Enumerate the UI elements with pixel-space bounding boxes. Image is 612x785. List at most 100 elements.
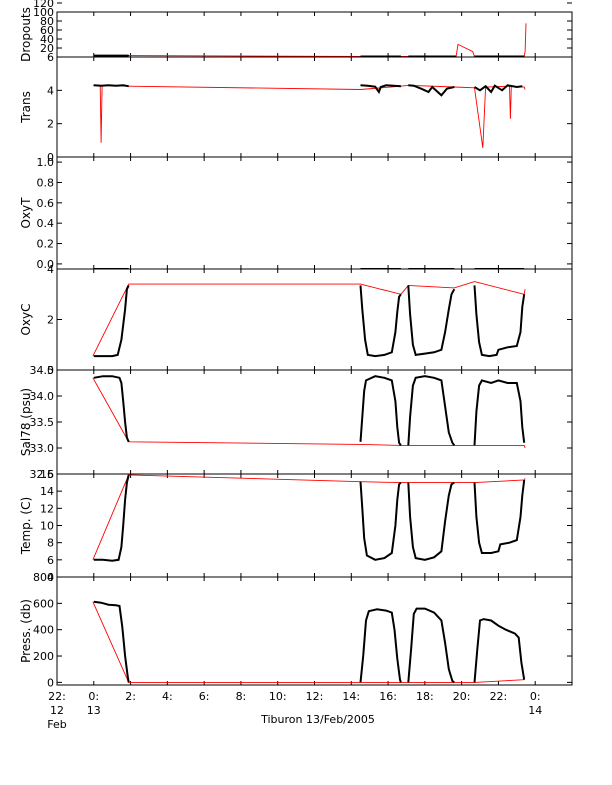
y-axis-label: OxyT <box>19 197 33 229</box>
series-line-measured <box>473 379 526 446</box>
y-tick-label: 4 <box>47 84 54 97</box>
series-line-measured <box>407 607 455 684</box>
series-line-measured <box>93 600 130 683</box>
y-tick-label: 6 <box>47 51 54 64</box>
series-line-measured <box>473 479 526 554</box>
y-tick-label: 20 <box>40 42 54 55</box>
y-tick-label: 0.4 <box>37 217 55 230</box>
series-line-interpolated <box>92 377 526 449</box>
y-tick-label: 40 <box>40 33 54 46</box>
panel-press-db: 0 200 400 600 800 Press. (db) <box>19 571 573 689</box>
y-tick-label: 0.8 <box>37 176 55 189</box>
x-tick-label: 12 <box>50 704 64 717</box>
x-tick-label: 22: <box>48 690 66 703</box>
panel-frame <box>56 473 573 578</box>
y-tick-label: 4 <box>47 571 54 584</box>
series-line-measured <box>359 608 402 683</box>
y-tick-label: 12 <box>40 502 54 515</box>
y-tick-label: 0.6 <box>37 197 55 210</box>
y-tick-label: 400 <box>33 624 54 637</box>
x-tick-label: 22: <box>490 690 508 703</box>
series-line-interpolated <box>92 601 525 683</box>
panel-temp-c: 4 6 8 10 12 14 16 Temp. (C) <box>19 468 573 584</box>
x-tick-label: 16: <box>379 690 397 703</box>
x-tick-label: 0: <box>88 690 99 703</box>
series-line-measured <box>407 481 455 561</box>
panel-frame <box>56 156 573 270</box>
y-tick-label: 0 <box>47 364 54 377</box>
y-tick-label: 32.5 <box>30 468 55 481</box>
x-tick-label: 10: <box>269 690 287 703</box>
panel-oxyc: 0 2 4 OxyC <box>19 263 573 377</box>
series-line-interpolated <box>92 23 527 57</box>
y-tick-label: 0.2 <box>37 238 55 251</box>
panel-frame <box>56 11 573 58</box>
y-tick-label: 60 <box>40 24 54 37</box>
y-axis-label: Trans <box>19 91 33 124</box>
x-tick-label: Feb <box>47 718 66 731</box>
y-tick-label: 0 <box>47 676 54 689</box>
y-tick-label: 2 <box>47 314 54 327</box>
series-line-measured <box>407 285 456 357</box>
chart-panels: 20406080100120Dropouts0246Trans0.00.20.4… <box>19 0 573 689</box>
series-line-measured <box>408 84 455 97</box>
y-tick-label: 6 <box>47 554 54 567</box>
y-axis-label: Dropouts <box>19 7 33 62</box>
y-tick-label: 200 <box>33 650 54 663</box>
y-tick-label: 600 <box>33 597 54 610</box>
series-line-measured <box>93 84 129 88</box>
panel-frame <box>56 56 573 158</box>
y-axis-label: OxyC <box>19 303 33 335</box>
x-tick-label: 14: <box>342 690 360 703</box>
panel-frame <box>56 576 573 686</box>
series-line-measured <box>473 618 526 683</box>
y-tick-label: 2 <box>47 118 54 131</box>
y-tick-label: 1.0 <box>37 156 55 169</box>
y-tick-label: 10 <box>40 520 54 533</box>
x-tick-label: 20: <box>453 690 471 703</box>
panel-sal78-psu: 32.5 33.0 33.5 34.0 34.5 Sal78 (psu) <box>19 364 573 481</box>
series-line-measured <box>359 375 402 446</box>
panel-frame <box>56 369 573 475</box>
y-axis-label: Temp. (C) <box>19 497 33 555</box>
x-tick-label: 12: <box>306 690 324 703</box>
series-line-measured <box>360 84 401 95</box>
x-tick-label: 14 <box>528 704 542 717</box>
y-tick-label: 0.0 <box>37 258 55 271</box>
x-tick-label: 2: <box>125 690 136 703</box>
series-line-measured <box>473 84 523 94</box>
x-tick-label: 8: <box>236 690 247 703</box>
y-tick-label: 34.5 <box>30 364 55 377</box>
x-tick-label: 6: <box>199 690 210 703</box>
y-tick-label: 80 <box>40 15 54 28</box>
y-axis-label: Press. (db) <box>19 599 33 663</box>
series-line-measured <box>359 285 402 358</box>
series-line-measured <box>359 481 402 561</box>
y-tick-label: 33.0 <box>30 442 55 455</box>
y-tick-label: 0 <box>47 151 54 164</box>
y-tick-label: 4 <box>47 263 54 276</box>
series-line-measured <box>93 284 130 358</box>
series-line-measured <box>407 375 456 446</box>
x-tick-label: 4: <box>162 690 173 703</box>
y-tick-label: 14 <box>40 485 54 498</box>
series-line-measured <box>93 375 130 443</box>
y-tick-label: 100 <box>33 6 54 19</box>
x-tick-label: 18: <box>416 690 434 703</box>
series-line-measured <box>473 285 526 358</box>
series-line-measured <box>93 474 130 562</box>
y-tick-label: 120 <box>33 0 54 10</box>
x-axis-label: Tiburon 13/Feb/2005 <box>260 713 375 726</box>
y-tick-label: 800 <box>33 571 54 584</box>
panel-trans: 0 2 4 6 Trans <box>19 51 573 164</box>
y-axis-label: Sal78 (psu) <box>19 388 33 456</box>
y-tick-label: 33.5 <box>30 416 55 429</box>
series-line-interpolated <box>92 281 526 357</box>
series-line-interpolated <box>92 84 526 148</box>
y-tick-label: 8 <box>47 537 54 550</box>
y-tick-label: 34.0 <box>30 390 55 403</box>
series-line-interpolated <box>92 474 526 560</box>
